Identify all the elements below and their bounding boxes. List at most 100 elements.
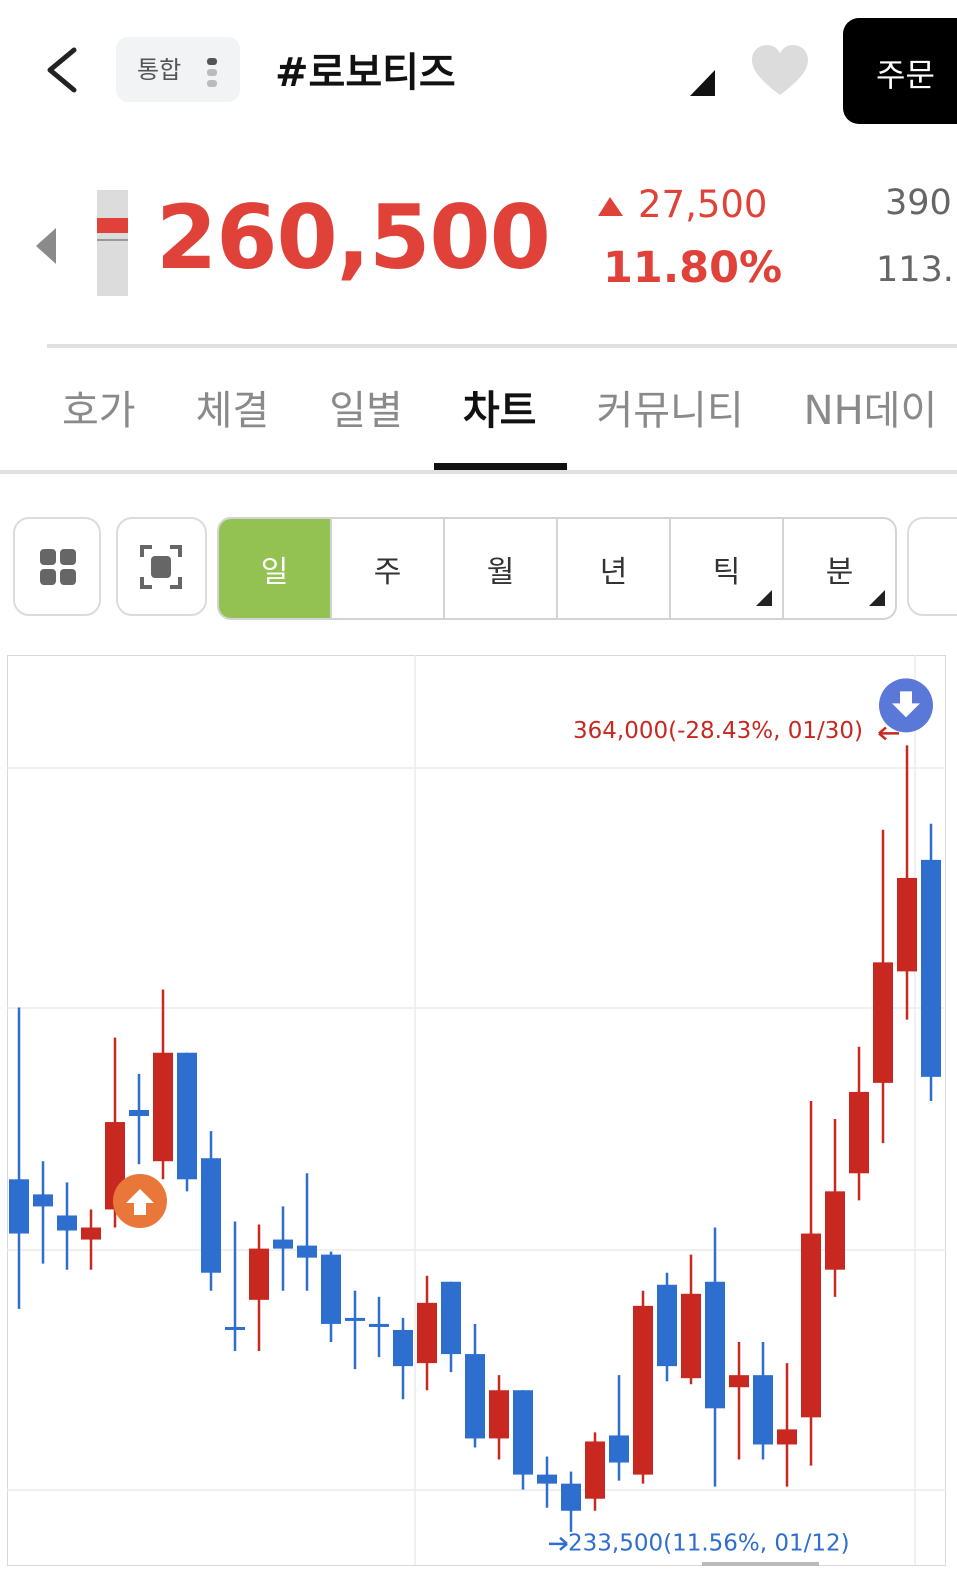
candle xyxy=(249,1224,269,1352)
candle-body xyxy=(81,1227,101,1240)
period-label: 년 xyxy=(599,554,628,590)
candle xyxy=(441,1281,461,1373)
candle-body xyxy=(153,1052,173,1162)
tab-underline xyxy=(433,463,568,470)
candle-body xyxy=(57,1215,77,1231)
favorite-button[interactable] xyxy=(752,45,808,95)
candle xyxy=(609,1375,629,1481)
price-change: 27,500 xyxy=(638,183,768,226)
order-button[interactable] xyxy=(843,18,957,124)
candle-body xyxy=(561,1483,581,1511)
price-range-marker xyxy=(97,218,128,233)
tab[interactable]: 체결 xyxy=(195,388,270,434)
candle-body xyxy=(729,1375,749,1388)
candle-body xyxy=(369,1323,389,1327)
candle-body xyxy=(657,1284,677,1367)
candle-body xyxy=(393,1329,413,1367)
candle xyxy=(9,1007,29,1309)
candle xyxy=(465,1323,485,1448)
candle xyxy=(153,989,173,1180)
layout-icon xyxy=(40,549,76,585)
candle-body xyxy=(777,1429,797,1445)
chip-icon xyxy=(207,80,217,87)
candle xyxy=(777,1363,797,1487)
period-button[interactable]: 분 xyxy=(782,519,895,618)
candle xyxy=(177,1052,197,1192)
period-button[interactable]: 주 xyxy=(330,519,443,618)
candle-body xyxy=(201,1158,221,1273)
price-range-bar xyxy=(97,190,128,296)
period-button[interactable]: 년 xyxy=(556,519,669,618)
candle xyxy=(801,1100,821,1466)
candle-body xyxy=(801,1233,821,1418)
tab[interactable]: 커뮤니티 xyxy=(596,388,744,434)
candle xyxy=(825,1119,845,1297)
candle-body xyxy=(513,1390,533,1475)
tab[interactable]: 차트 xyxy=(433,378,568,470)
candle xyxy=(81,1209,101,1270)
order-label[interactable]: 주문 xyxy=(876,56,935,94)
candle xyxy=(513,1390,533,1490)
candle xyxy=(297,1173,317,1291)
stock-title: #로보티즈 xyxy=(275,50,456,96)
fullscreen-button[interactable] xyxy=(116,517,207,616)
candle-body xyxy=(681,1293,701,1379)
tab[interactable]: 일별 xyxy=(329,388,403,434)
prev-stock[interactable] xyxy=(36,228,56,264)
candle-body xyxy=(345,1317,365,1321)
chip-icon xyxy=(207,58,217,65)
candle-body xyxy=(585,1441,605,1499)
signal-arrow xyxy=(892,691,920,718)
divider xyxy=(47,344,957,348)
side-value: 390 xyxy=(885,183,952,223)
candle xyxy=(921,823,941,1101)
candle-body xyxy=(825,1191,845,1270)
candle-body xyxy=(921,859,941,1077)
candle xyxy=(33,1161,53,1264)
candle xyxy=(705,1227,725,1487)
period-button[interactable]: 월 xyxy=(443,519,556,618)
candle-body xyxy=(177,1052,197,1180)
period-label: 분 xyxy=(825,554,854,590)
candle xyxy=(393,1317,413,1400)
candle xyxy=(561,1471,581,1532)
fullscreen-icon xyxy=(140,545,182,589)
max-annotation: 364,000(-28.43%, 01/30) xyxy=(573,718,863,744)
period-label: 틱 xyxy=(712,554,741,590)
candle-body xyxy=(441,1281,461,1355)
candle xyxy=(273,1206,293,1291)
market-label: 통합 xyxy=(137,56,182,84)
tab-bar: 호가 체결 일별 차트 커뮤니티 NH데이 xyxy=(62,378,938,470)
candlestick-chart: 364,000(-28.43%, 01/30) 233,500(11.56%, 0… xyxy=(7,655,946,1566)
candle xyxy=(321,1251,341,1343)
candle-body xyxy=(465,1354,485,1439)
price-icons xyxy=(36,190,957,348)
settings-button[interactable] xyxy=(907,517,957,616)
change-rate: 11.80% xyxy=(603,243,783,293)
candle xyxy=(129,1073,149,1165)
candle-body xyxy=(753,1375,773,1445)
period-button[interactable]: 일 xyxy=(219,519,330,618)
candle-body xyxy=(321,1254,341,1324)
tab[interactable]: NH데이 xyxy=(803,388,938,434)
period-button[interactable]: 틱 xyxy=(669,519,782,618)
layout-button[interactable] xyxy=(13,517,101,616)
dropdown-icon[interactable] xyxy=(690,70,715,96)
candle xyxy=(585,1432,605,1511)
period-label: 월 xyxy=(486,554,515,590)
tab[interactable]: 호가 xyxy=(62,388,136,434)
candle xyxy=(681,1254,701,1385)
candle xyxy=(57,1182,77,1270)
candle-body xyxy=(225,1326,245,1330)
back-button[interactable] xyxy=(47,47,77,93)
annotation-arrow xyxy=(549,1536,568,1551)
period-label: 주 xyxy=(373,554,402,590)
candle xyxy=(537,1456,557,1508)
up-icon xyxy=(598,197,623,216)
candle xyxy=(345,1290,365,1370)
min-annotation: 233,500(11.56%, 01/12) xyxy=(568,1530,850,1556)
buy-signal xyxy=(113,1174,167,1228)
